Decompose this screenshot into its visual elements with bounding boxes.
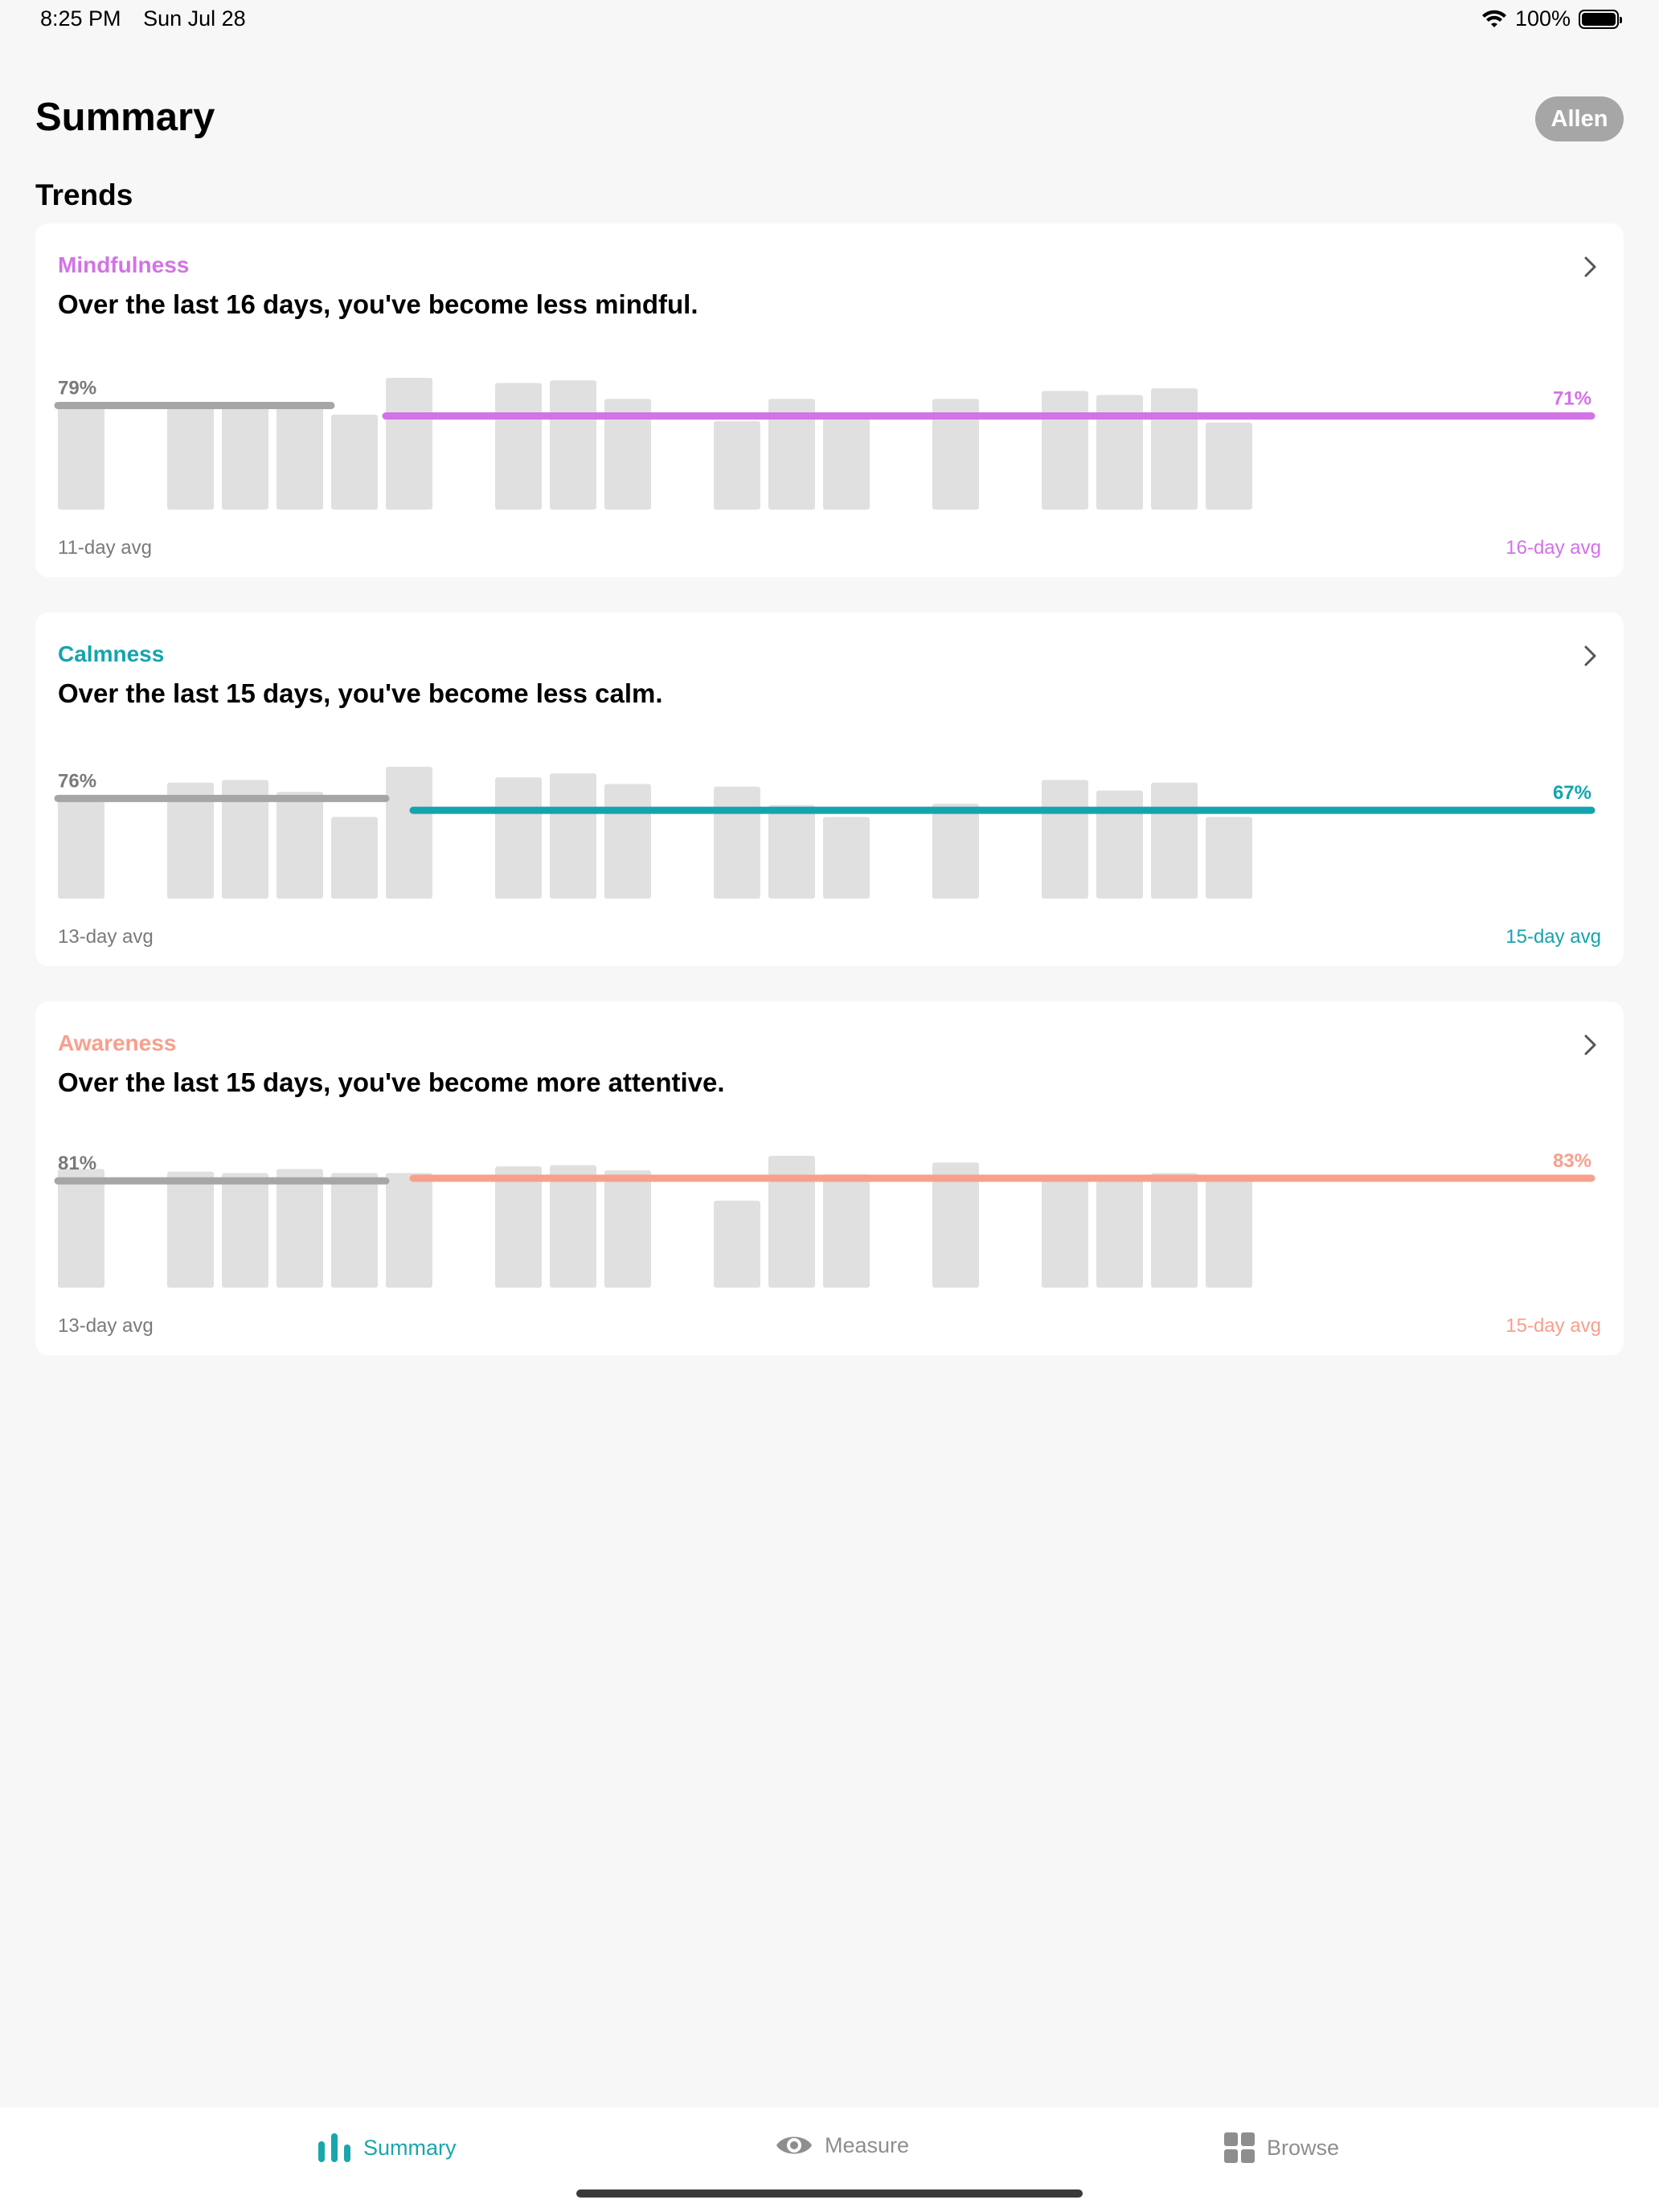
- grid-icon: [1224, 2132, 1255, 2163]
- bar-day-11: [604, 1170, 651, 1288]
- user-profile-button[interactable]: Allen: [1535, 96, 1624, 141]
- left-avg-label: 13-day avg: [58, 1315, 154, 1337]
- bar-day-10: [550, 1165, 596, 1288]
- bar-day-5: [276, 792, 323, 899]
- bar-day-22: [1206, 1178, 1252, 1288]
- bar-day-13: [714, 1200, 760, 1288]
- bar-day-1: [58, 1169, 104, 1288]
- wifi-icon: [1481, 10, 1506, 27]
- chevron-right-icon[interactable]: [1575, 1030, 1604, 1059]
- right-avg-label: 15-day avg: [1505, 926, 1601, 948]
- bar-day-20: [1096, 395, 1143, 510]
- status-bar: 8:25 PM Sun Jul 28 100%: [0, 0, 1659, 40]
- bar-day-7: [386, 378, 432, 510]
- home-indicator: [576, 2189, 1083, 2198]
- left-avg-value: 81%: [58, 1153, 96, 1174]
- right-avg-label: 16-day avg: [1505, 537, 1601, 559]
- bar-day-4: [222, 780, 268, 899]
- bar-day-5: [276, 1169, 323, 1288]
- bar-day-4: [222, 1173, 268, 1288]
- bar-day-9: [495, 777, 542, 899]
- bar-day-13: [714, 421, 760, 510]
- status-time: 8:25 PM: [40, 6, 121, 31]
- status-time-date: 8:25 PM Sun Jul 28: [40, 6, 246, 31]
- bar-day-21: [1151, 388, 1198, 510]
- awareness-chart: 81% 83%: [54, 1150, 1596, 1288]
- bar-chart-icon: [318, 2133, 350, 2162]
- bar-day-3: [167, 403, 214, 510]
- bar-day-3: [167, 782, 214, 899]
- bar-day-4: [222, 403, 268, 510]
- tab-browse[interactable]: Browse: [1223, 2132, 1339, 2164]
- card-label: Awareness: [58, 1030, 177, 1055]
- bar-day-22: [1206, 422, 1252, 510]
- bar-day-5: [276, 403, 323, 510]
- right-avg-value: 83%: [1553, 1150, 1591, 1172]
- mindfulness-chart: 79% 71%: [54, 377, 1596, 510]
- chevron-right-icon[interactable]: [1575, 641, 1604, 670]
- bar-day-3: [167, 1171, 214, 1288]
- bar-day-1: [58, 800, 104, 899]
- bar-day-17: [932, 803, 979, 899]
- bar-day-21: [1151, 1173, 1198, 1288]
- right-avg-value: 71%: [1553, 388, 1591, 410]
- bar-day-14: [768, 1156, 815, 1288]
- left-avg-value: 79%: [58, 377, 96, 399]
- eye-icon: [776, 2136, 812, 2154]
- bar-day-7: [386, 767, 432, 899]
- left-avg-value: 76%: [58, 770, 96, 792]
- right-avg-label: 15-day avg: [1505, 1315, 1601, 1337]
- bar-day-9: [495, 1166, 542, 1288]
- bar-day-6: [331, 414, 378, 510]
- bar-day-15: [823, 1174, 870, 1288]
- tab-summary[interactable]: Summary: [317, 2132, 457, 2164]
- bar-day-17: [932, 399, 979, 510]
- bar-day-15: [823, 418, 870, 510]
- status-date: Sun Jul 28: [143, 6, 246, 31]
- trend-card-calmness[interactable]: 76% 67% Calmness Over the last 15 days, y…: [35, 612, 1624, 966]
- bar-day-6: [331, 817, 378, 899]
- trend-card-awareness[interactable]: 81% 83% Awareness Over the last 15 days, …: [35, 1002, 1624, 1355]
- right-avg-value: 67%: [1553, 782, 1591, 804]
- tab-measure[interactable]: Measure: [775, 2132, 909, 2159]
- bar-day-10: [550, 773, 596, 899]
- bar-day-14: [768, 805, 815, 899]
- bar-day-6: [331, 1173, 378, 1288]
- bar-day-21: [1151, 782, 1198, 899]
- card-summary: Over the last 15 days, you've become mor…: [58, 1067, 725, 1097]
- bar-day-9: [495, 383, 542, 510]
- card-label: Calmness: [58, 641, 165, 666]
- trend-card-mindfulness[interactable]: 79% 71% Mindfulness Over the last 16 days…: [35, 223, 1624, 577]
- calmness-chart: 76% 67%: [54, 767, 1596, 899]
- bar-day-19: [1042, 391, 1088, 510]
- tab-label: Browse: [1267, 2135, 1340, 2160]
- bar-day-15: [823, 817, 870, 899]
- bar-day-20: [1096, 790, 1143, 899]
- chevron-right-icon[interactable]: [1575, 252, 1604, 281]
- card-summary: Over the last 16 days, you've become les…: [58, 289, 698, 319]
- bar-day-19: [1042, 1177, 1088, 1288]
- card-label: Mindfulness: [58, 252, 190, 277]
- bar-day-10: [550, 380, 596, 510]
- bar-day-22: [1206, 817, 1252, 899]
- bar-day-11: [604, 784, 651, 899]
- bar-day-20: [1096, 1178, 1143, 1288]
- tab-label: Measure: [825, 2132, 910, 2157]
- bar-day-11: [604, 399, 651, 510]
- left-avg-label: 13-day avg: [58, 926, 154, 948]
- bar-day-19: [1042, 780, 1088, 899]
- left-avg-label: 11-day avg: [58, 537, 152, 559]
- section-title-trends: Trends: [35, 178, 133, 211]
- battery-percent: 100%: [1514, 6, 1571, 31]
- tab-label: Summary: [363, 2135, 457, 2160]
- page-title: Summary: [35, 96, 215, 139]
- bar-day-17: [932, 1162, 979, 1288]
- bar-day-13: [714, 786, 760, 899]
- status-right: 100%: [1481, 6, 1622, 31]
- bar-day-14: [768, 399, 815, 510]
- bar-day-1: [58, 403, 104, 510]
- card-summary: Over the last 15 days, you've become les…: [58, 678, 663, 708]
- bar-day-7: [386, 1173, 432, 1288]
- battery-icon: [1579, 9, 1622, 29]
